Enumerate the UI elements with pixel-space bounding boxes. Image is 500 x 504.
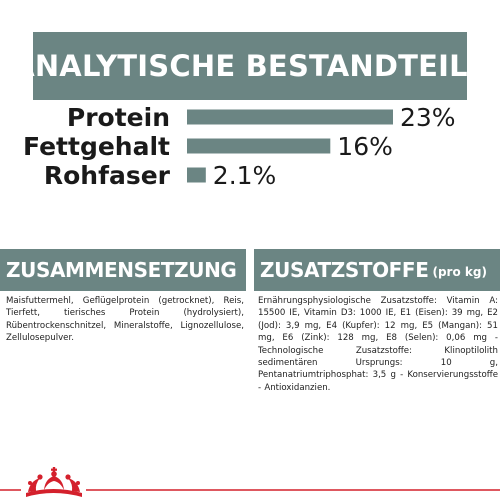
crown-shape [26, 467, 82, 497]
bar [187, 167, 206, 183]
bar [187, 109, 393, 125]
value-label: 16% [337, 132, 393, 161]
category-label: Fettgehalt [23, 132, 170, 161]
crown-icon [0, 467, 500, 497]
additives-title: ZUSATZSTOFFE [260, 258, 429, 282]
additives-text: Ernährungsphysiologische Zusatzstoffe: V… [258, 296, 498, 393]
composition-title: ZUSAMMENSETZUNG [6, 258, 237, 282]
category-label: Protein [67, 103, 170, 132]
category-label: Rohfaser [44, 161, 171, 190]
value-label: 23% [400, 103, 456, 132]
value-label: 2.1% [213, 161, 277, 190]
footer-brand [0, 466, 500, 500]
analytics-title: ANALYTISCHE BESTANDTEILE [12, 49, 488, 83]
composition-header: ZUSAMMENSETZUNG [0, 249, 246, 291]
bar [187, 138, 331, 154]
nutrient-bar-chart: Protein 23% Fettgehalt 16% Rohfaser 2.1% [0, 100, 500, 200]
analytics-header: ANALYTISCHE BESTANDTEILE [12, 32, 488, 100]
additives-header: ZUSATZSTOFFE (pro kg) [254, 249, 500, 291]
chart-svg: Protein 23% Fettgehalt 16% Rohfaser 2.1% [23, 103, 456, 190]
composition-text: Maisfuttermehl, Geflügelprotein (getrock… [6, 296, 244, 344]
additives-title-suffix: (pro kg) [432, 265, 487, 279]
